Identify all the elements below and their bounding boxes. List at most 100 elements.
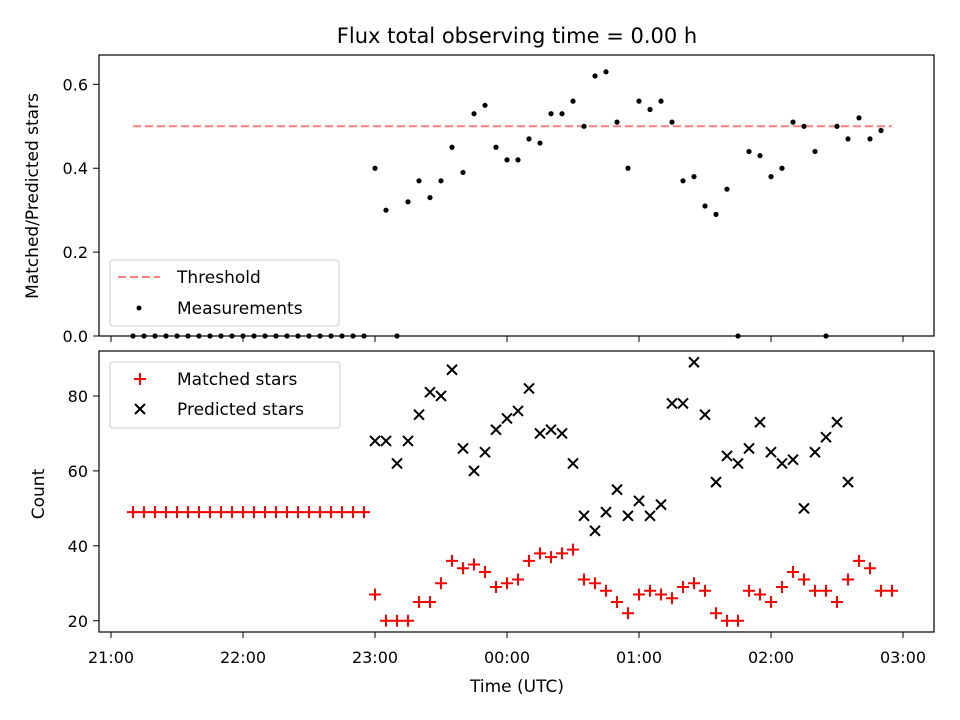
legend-threshold-label: Threshold <box>176 268 261 288</box>
measurement-point <box>845 136 851 142</box>
predicted-star-point <box>710 476 722 488</box>
matched-star-point <box>831 596 843 609</box>
predicted-star-point <box>732 457 744 470</box>
legend-predicted-label: Predicted stars <box>177 400 304 420</box>
predicted-star-point <box>468 465 480 477</box>
matched-star-point <box>699 584 711 597</box>
measurement-point <box>625 165 631 171</box>
measurement-point <box>240 333 246 339</box>
predicted-star-point <box>787 453 799 466</box>
bottom-legend-box <box>109 361 341 429</box>
predicted-star-point <box>446 364 458 376</box>
predicted-star-point <box>765 446 777 458</box>
y-tick-label: 0.2 <box>63 243 88 262</box>
measurement-point <box>273 333 279 339</box>
predicted-star-point <box>831 416 843 428</box>
measurement-point <box>306 333 312 339</box>
matched-star-point <box>160 506 172 519</box>
matched-star-point <box>578 573 590 586</box>
measurement-point <box>614 119 620 125</box>
measurement-point <box>548 111 554 117</box>
y-tick-label: 0.6 <box>63 75 88 94</box>
predicted-star-point <box>688 356 700 368</box>
y-tick-label: 60 <box>68 462 88 481</box>
figure-title: Flux total observing time = 0.00 h <box>337 24 697 48</box>
matched-star-point <box>204 506 216 519</box>
measurement-point <box>779 165 785 171</box>
matched-star-point <box>292 506 304 519</box>
measurement-point <box>152 333 158 339</box>
measurement-point <box>141 333 147 339</box>
measurement-point <box>251 333 257 339</box>
matched-star-point <box>512 573 524 586</box>
measurement-point <box>592 73 598 79</box>
measurement-point <box>669 119 675 125</box>
measurement-point <box>581 123 587 129</box>
predicted-star-point <box>776 457 788 470</box>
legend-predicted-swatch <box>134 403 146 415</box>
measurement-point <box>339 333 345 339</box>
matched-star-point <box>677 581 689 594</box>
top-legend: Threshold Measurements <box>109 259 340 327</box>
measurement-point <box>559 111 565 117</box>
x-tick-label: 00:00 <box>484 648 530 667</box>
matched-star-point <box>226 506 238 519</box>
matched-star-point <box>193 506 205 519</box>
measurement-point <box>603 69 609 75</box>
measurement-point <box>229 333 235 339</box>
legend-measurements-label: Measurements <box>177 299 303 319</box>
legend-matched-label: Matched stars <box>177 370 297 390</box>
measurement-point <box>295 333 301 339</box>
measurement-point <box>790 119 796 125</box>
measurement-point <box>757 153 763 159</box>
matched-star-point <box>457 562 469 575</box>
measurement-point <box>482 102 488 108</box>
matched-star-point <box>754 588 766 601</box>
measurement-point <box>471 111 477 117</box>
measurement-point <box>185 333 191 339</box>
matched-star-point <box>336 506 348 519</box>
matched-star-point <box>655 588 667 601</box>
x-tick-label: 03:00 <box>880 648 926 667</box>
measurement-point <box>284 333 290 339</box>
predicted-star-point <box>644 510 656 522</box>
matched-star-point <box>798 573 810 586</box>
predicted-star-point <box>380 435 392 447</box>
measurement-point <box>163 333 169 339</box>
measurement-point <box>350 333 356 339</box>
predicted-star-point <box>699 408 711 421</box>
predicted-star-point <box>490 423 502 436</box>
measurement-point <box>449 144 455 150</box>
measurement-point <box>570 98 576 104</box>
matched-star-point <box>468 558 480 571</box>
bottom-legend: Matched stars Predicted stars <box>109 361 341 429</box>
matched-star-point <box>787 566 799 579</box>
predicted-star-point <box>754 416 766 428</box>
predicted-star-point <box>600 506 612 518</box>
matched-star-point <box>358 506 370 519</box>
predicted-star-point <box>622 510 634 522</box>
measurement-point <box>801 123 807 129</box>
predicted-star-point <box>743 442 755 455</box>
predicted-star-point <box>413 408 425 421</box>
predicted-star-point <box>677 397 689 410</box>
matched-star-point <box>644 584 656 597</box>
top-y-ticks: 0.0 0.2 0.4 0.6 <box>63 75 99 346</box>
matched-star-point <box>215 506 227 519</box>
measurement-point <box>427 194 433 201</box>
matched-star-point <box>809 584 821 597</box>
predicted-star-point <box>479 446 491 458</box>
measurement-point <box>207 333 213 339</box>
matched-star-point <box>721 614 733 627</box>
measurement-point <box>361 333 367 339</box>
measurement-point <box>702 203 708 209</box>
matched-star-point <box>776 581 788 594</box>
x-tick-label: 01:00 <box>616 648 662 667</box>
bottom-y-ticks: 20 40 60 80 <box>68 387 99 631</box>
x-tick-label: 23:00 <box>352 648 398 667</box>
top-axes: 0.0 0.2 0.4 0.6 Matched/Predicted stars Thr… <box>23 54 935 346</box>
predicted-star-point <box>369 435 381 447</box>
matched-star-point <box>391 614 403 627</box>
matched-star-point <box>127 506 139 519</box>
matched-star-point <box>248 506 260 519</box>
